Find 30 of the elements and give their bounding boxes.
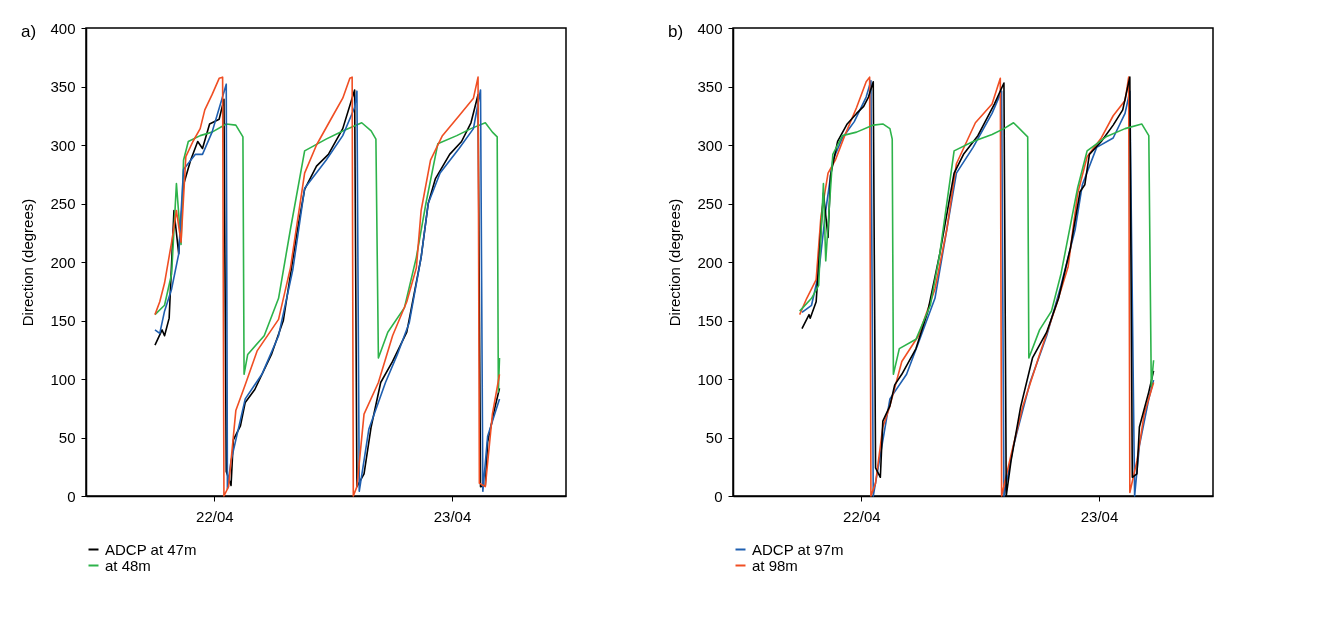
y-tick-label: 0 bbox=[67, 487, 76, 505]
y-tick-label: 50 bbox=[58, 429, 76, 446]
y-tick-label: 250 bbox=[50, 195, 76, 212]
x-tick-label: 22/04 bbox=[843, 507, 881, 525]
y-tick-label: 100 bbox=[697, 370, 723, 388]
y-tick-label: 350 bbox=[50, 78, 76, 95]
y-axis-title: Direction (degrees) bbox=[666, 198, 684, 327]
y-tick-label: 300 bbox=[697, 136, 723, 154]
y-tick-label: 200 bbox=[50, 253, 76, 271]
y-tick-label: 150 bbox=[50, 312, 76, 329]
y-tick-label: 100 bbox=[50, 370, 76, 388]
legend-label: ADCP at 97m bbox=[752, 540, 844, 558]
x-tick-label: 23/04 bbox=[1080, 507, 1119, 525]
chart-title: b) bbox=[667, 22, 684, 41]
legend-label: at 48m bbox=[105, 556, 151, 574]
y-tick-label: 150 bbox=[697, 312, 723, 329]
legend-label: at 98m bbox=[752, 556, 798, 574]
y-axis-title: Direction (degrees) bbox=[19, 198, 37, 327]
y-tick-label: 300 bbox=[50, 136, 76, 154]
y-tick-label: 400 bbox=[697, 19, 723, 37]
legend-label: ADCP at 47m bbox=[105, 540, 197, 558]
y-tick-label: 50 bbox=[705, 429, 723, 446]
y-tick-label: 0 bbox=[714, 487, 723, 505]
x-tick-label: 23/04 bbox=[433, 507, 472, 525]
y-tick-label: 350 bbox=[697, 78, 723, 95]
y-tick-label: 200 bbox=[697, 253, 723, 271]
chart-title: a) bbox=[20, 22, 37, 41]
y-tick-label: 250 bbox=[697, 195, 723, 212]
x-tick-label: 22/04 bbox=[196, 507, 234, 525]
y-tick-label: 400 bbox=[50, 19, 76, 37]
